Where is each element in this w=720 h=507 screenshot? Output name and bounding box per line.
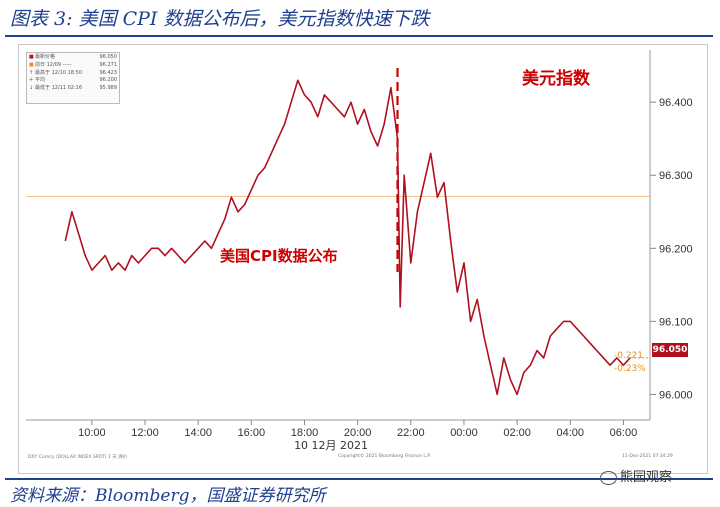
title-rule <box>5 35 713 37</box>
cpi-release-annotation: 美国CPI数据公布 <box>220 247 338 265</box>
y-tick-label: 96.000 <box>659 389 693 401</box>
y-tick-label: 96.100 <box>659 316 693 328</box>
legend-label: 平均 <box>35 77 46 84</box>
timestamp-footnote: 11-Dec-2021 07:34:29 <box>622 454 673 459</box>
legend-row: ■最新价格 96.050 <box>29 54 117 62</box>
change-absolute: -0.221 <box>614 351 644 361</box>
x-tick-label: 16:00 <box>238 427 266 439</box>
ticker-footnote: DXY Curncy (DOLLAR INDEX SPOT) 1 天 滴价 <box>28 455 128 460</box>
change-percent: -0.23% <box>614 364 646 374</box>
legend-row: ■前日 12/09 ----- 96.271 <box>29 62 117 70</box>
legend-value: 96.423 <box>99 69 118 76</box>
legend-label: 最低于 12/11 02:16 <box>35 85 82 92</box>
arrow-down-icon: ↓ <box>29 85 34 92</box>
wechat-icon <box>600 470 617 485</box>
x-tick-label: 04:00 <box>557 427 585 439</box>
watermark-text: 熊园观察 <box>620 470 673 485</box>
usd-index-annotation: 美元指数 <box>522 69 590 89</box>
legend-value: 96.200 <box>99 77 118 84</box>
x-tick-label: 14:00 <box>184 427 212 439</box>
legend-marker-icon: ■ <box>29 54 34 60</box>
legend-label: 最新价格 <box>35 54 56 60</box>
copyright-footnote: Copyright© 2021 Bloomberg Finance L.P. <box>338 454 431 459</box>
y-tick-label: 96.200 <box>659 243 693 255</box>
x-tick-label: 02:00 <box>503 427 531 439</box>
x-tick-label: 22:00 <box>397 427 425 439</box>
x-axis-label: 10 12月 2021 <box>294 439 368 452</box>
x-tick-label: 12:00 <box>131 427 159 439</box>
x-tick-label: 20:00 <box>344 427 372 439</box>
legend-label: 前日 12/09 ----- <box>35 61 72 68</box>
legend-value: 96.271 <box>99 61 118 68</box>
source-rule <box>5 478 713 480</box>
legend-marker-icon: ■ <box>29 61 34 68</box>
legend-label: 最高于 12/10 18:50 <box>35 69 82 76</box>
legend-value: 96.050 <box>99 54 118 60</box>
x-tick-label: 00:00 <box>450 427 478 439</box>
watermark: 熊园观察 <box>600 466 672 485</box>
chart-frame <box>18 44 708 474</box>
chart-legend: ■最新价格 96.050 ■前日 12/09 ----- 96.271 ↑ 最高于 1… <box>26 52 120 104</box>
legend-row: + 平均 96.200 <box>29 77 117 85</box>
legend-row: ↓ 最低于 12/11 02:16 95.989 <box>29 85 117 93</box>
source-note: 资料来源：Bloomberg，国盛证券研究所 <box>10 486 326 506</box>
last-value-tag: 96.050 <box>652 343 688 357</box>
legend-value: 95.989 <box>99 85 118 92</box>
legend-row: ↑ 最高于 12/10 18:50 96.423 <box>29 70 117 78</box>
arrow-up-icon: ↑ <box>29 69 34 76</box>
price-series-line <box>64 79 631 396</box>
y-tick-label: 96.400 <box>659 97 693 109</box>
figure-title: 图表 3: 美国 CPI 数据公布后，美元指数快速下跌 <box>10 8 430 30</box>
x-tick-label: 18:00 <box>291 427 319 439</box>
y-tick-label: 96.300 <box>659 170 693 182</box>
plus-icon: + <box>29 77 34 84</box>
x-tick-label: 10:00 <box>78 427 106 439</box>
x-tick-label: 06:00 <box>610 427 638 439</box>
